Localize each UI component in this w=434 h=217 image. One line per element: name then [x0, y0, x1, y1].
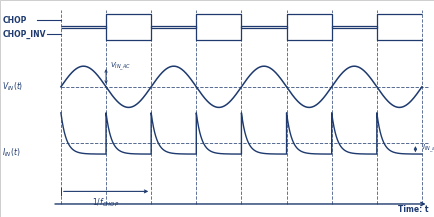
Text: $V_{IN\_AC}$: $V_{IN\_AC}$ [110, 61, 131, 73]
Text: $V_{IN}(t)$: $V_{IN}(t)$ [2, 80, 23, 93]
Text: $I_{IN}(t)$: $I_{IN}(t)$ [2, 147, 20, 159]
Text: Time: t: Time: t [397, 205, 427, 214]
Text: CHOP_INV: CHOP_INV [2, 30, 46, 39]
Text: $I_{IN\_ave}$: $I_{IN\_ave}$ [421, 143, 434, 155]
Text: $1/f_{CHOP}$: $1/f_{CHOP}$ [92, 196, 119, 209]
Text: CHOP: CHOP [2, 16, 26, 25]
